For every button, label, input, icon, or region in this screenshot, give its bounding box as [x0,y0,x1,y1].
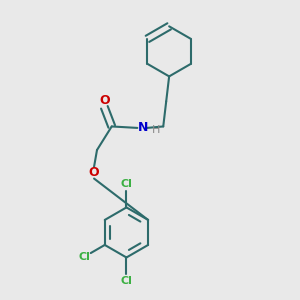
Text: Cl: Cl [121,276,132,286]
Text: Cl: Cl [78,252,90,262]
Text: O: O [99,94,110,107]
Text: H: H [152,125,161,135]
Text: N: N [137,122,148,134]
Text: O: O [89,166,99,178]
Text: Cl: Cl [121,179,132,189]
